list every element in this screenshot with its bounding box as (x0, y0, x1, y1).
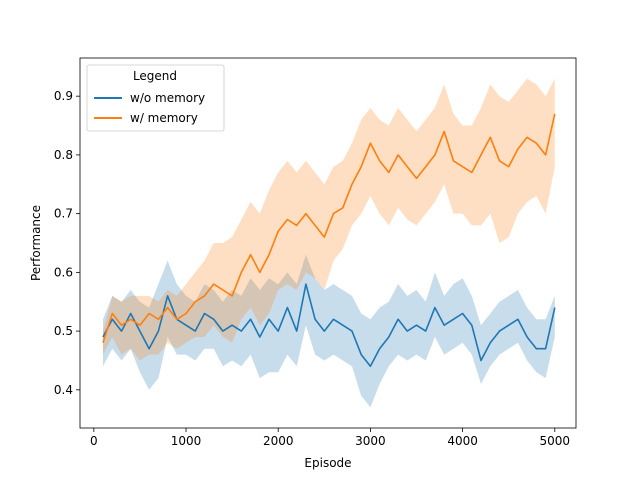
series-lines (102, 113, 556, 368)
series-line-w-memory (102, 113, 556, 344)
legend-title: Legend (133, 69, 177, 83)
confidence-band-w-memory (103, 78, 555, 361)
y-tick-label: 0.9 (54, 89, 73, 103)
y-tick-label: 0.7 (54, 207, 73, 221)
x-axis-label: Episode (304, 456, 351, 470)
confidence-bands (103, 78, 555, 408)
x-tick-label: 4000 (447, 434, 478, 448)
y-tick-label: 0.6 (54, 265, 73, 279)
x-tick-label: 3000 (355, 434, 386, 448)
legend-label-with-memory: w/ memory (130, 111, 198, 125)
y-tick-label: 0.5 (54, 324, 73, 338)
x-axis-ticks: 0 1000 2000 3000 4000 5000 (90, 428, 570, 448)
x-tick-label: 0 (90, 434, 98, 448)
x-tick-label: 5000 (540, 434, 571, 448)
legend-box (86, 64, 225, 132)
series-line-w-o-memory (102, 283, 556, 368)
y-tick-label: 0.4 (54, 383, 73, 397)
plot-frame (79, 57, 577, 429)
legend-label-without-memory: w/o memory (130, 91, 205, 105)
confidence-band-w-o-memory (103, 254, 555, 408)
y-tick-label: 0.8 (54, 148, 73, 162)
x-tick-label: 2000 (263, 434, 294, 448)
y-axis-ticks: 0.4 0.5 0.6 0.7 0.8 0.9 (54, 89, 80, 397)
legend: Legend w/o memory w/ memory (86, 64, 225, 132)
y-axis-label: Performance (29, 205, 43, 281)
x-tick-label: 1000 (171, 434, 202, 448)
